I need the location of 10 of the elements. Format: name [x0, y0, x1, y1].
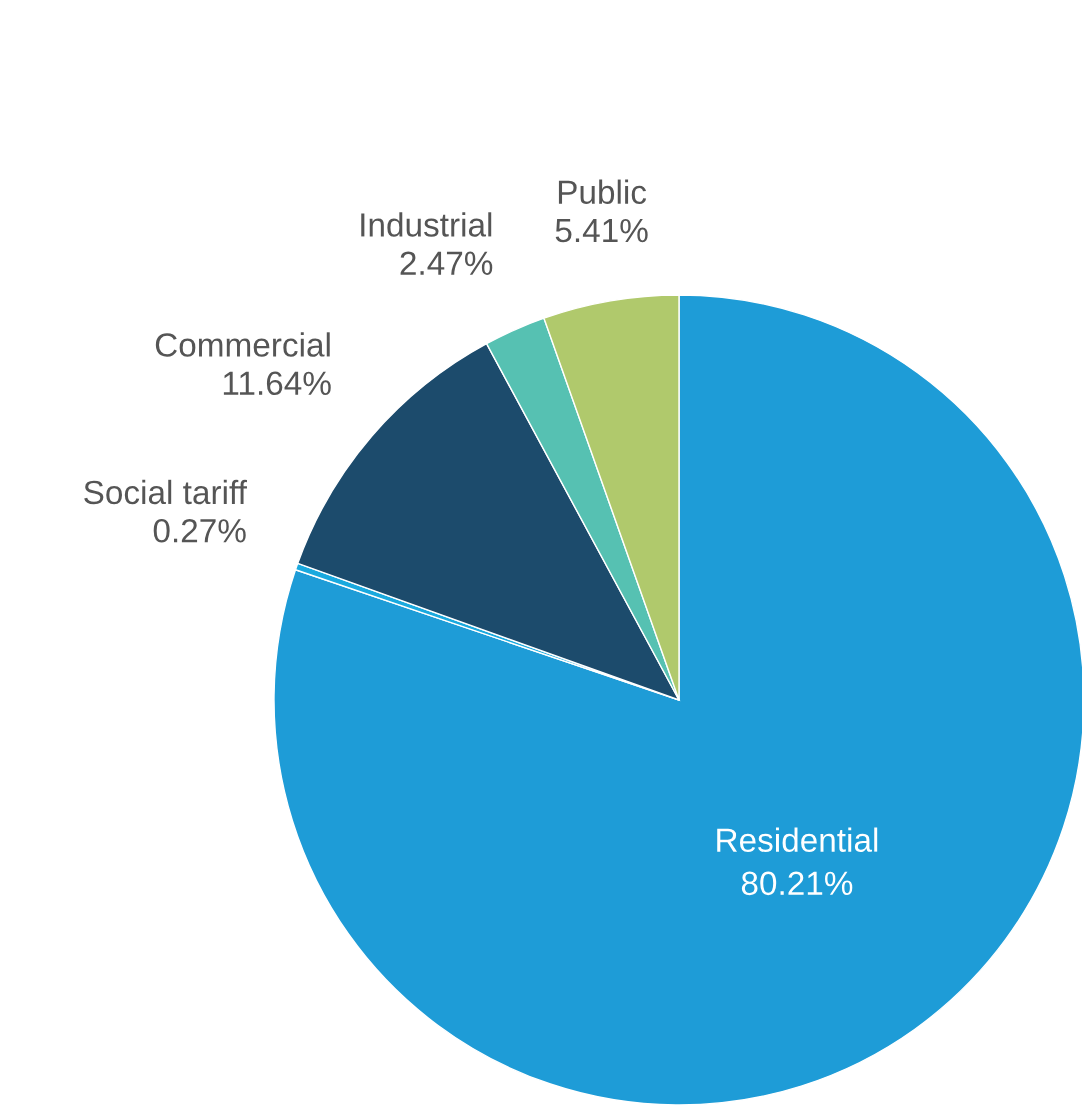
slice-label: Industrial	[361, 212, 492, 237]
slice-label: Public	[558, 179, 647, 205]
slice-label: Social tariff	[84, 479, 247, 505]
data-label: 11.64%	[223, 371, 331, 396]
data-label: 80.21%	[741, 871, 853, 896]
data-label: 5.41%	[555, 218, 648, 243]
slice-label: Commercial	[155, 332, 330, 357]
data-label: 2.47%	[400, 251, 493, 275]
data-label: 0.27%	[153, 518, 246, 543]
slice-label: Residential	[717, 827, 878, 852]
